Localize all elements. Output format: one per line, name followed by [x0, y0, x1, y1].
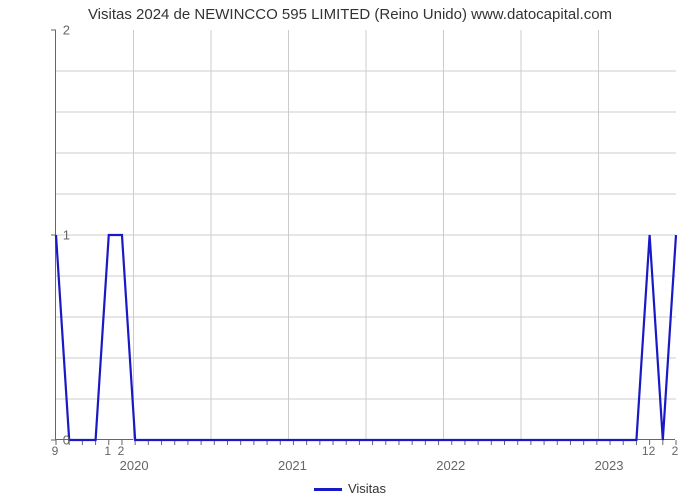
- x-tick-label: 12: [642, 444, 655, 458]
- legend-swatch: [314, 488, 342, 491]
- x-year-label: 2020: [120, 458, 149, 473]
- legend-label: Visitas: [348, 481, 386, 496]
- x-tick-label: 2: [118, 444, 125, 458]
- y-tick-label: 1: [40, 228, 70, 243]
- visits-line-chart: Visitas 2024 de NEWINCCO 595 LIMITED (Re…: [0, 0, 700, 500]
- x-tick-label: 2: [672, 444, 679, 458]
- plot-svg: [56, 30, 676, 440]
- legend: Visitas: [0, 481, 700, 496]
- y-tick-label: 2: [40, 23, 70, 38]
- plot-area: [55, 30, 675, 440]
- chart-title: Visitas 2024 de NEWINCCO 595 LIMITED (Re…: [0, 6, 700, 23]
- x-tick-label: 9: [52, 444, 59, 458]
- x-tick-label: 1: [104, 444, 111, 458]
- x-year-label: 2022: [436, 458, 465, 473]
- x-year-label: 2021: [278, 458, 307, 473]
- x-year-label: 2023: [595, 458, 624, 473]
